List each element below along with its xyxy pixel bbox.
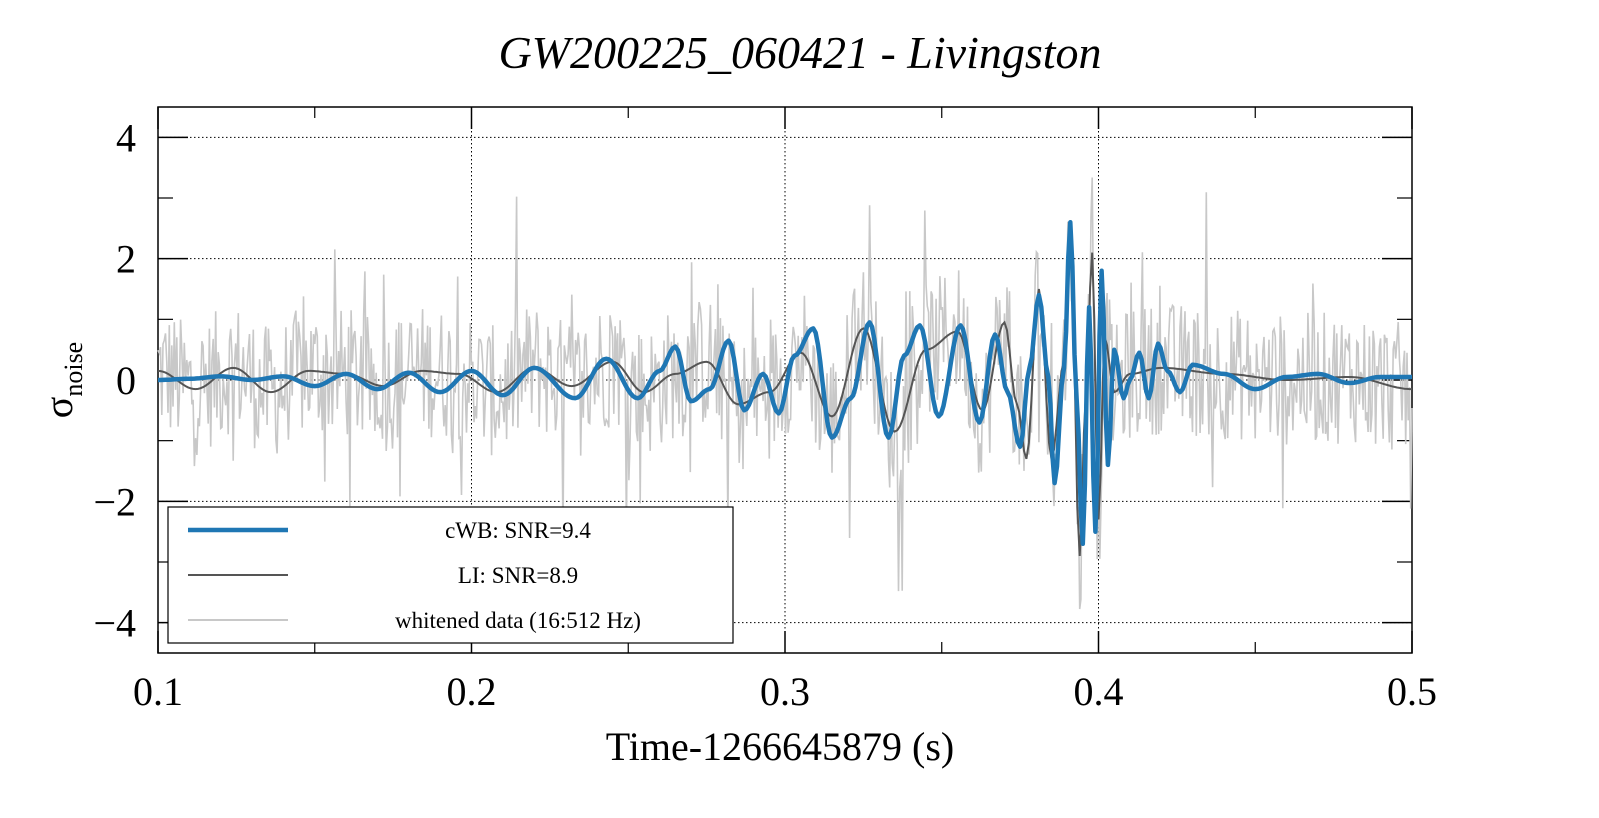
x-tick-label: 0.4	[1074, 669, 1124, 714]
legend-label-cwb: cWB: SNR=9.4	[445, 518, 591, 543]
x-tick-label: 0.3	[760, 669, 810, 714]
legend-label-li: LI: SNR=8.9	[458, 563, 578, 588]
legend: cWB: SNR=9.4 LI: SNR=8.9 whitened data (…	[167, 506, 734, 644]
y-tick-label: −2	[93, 479, 136, 524]
svg-text:σnoise: σnoise	[36, 342, 88, 418]
x-tick-label: 0.1	[133, 669, 183, 714]
plot-area	[157, 177, 1413, 610]
y-tick-labels: −4 −2 0 2 4	[93, 115, 136, 645]
y-tick-label: 0	[116, 358, 136, 403]
series-whitened-data-line	[157, 177, 1413, 610]
y-axis-label: σnoise	[36, 342, 88, 418]
x-tick-label: 0.5	[1387, 669, 1437, 714]
series-cwb-line	[158, 220, 1412, 547]
chart-title: GW200225_060421 - Livingston	[498, 27, 1101, 78]
y-tick-label: 2	[116, 237, 136, 282]
y-axis-label-symbol: σ	[36, 397, 81, 419]
legend-label-whitened: whitened data (16:512 Hz)	[395, 608, 641, 633]
y-tick-label: 4	[116, 115, 136, 160]
x-tick-labels: 0.1 0.2 0.3 0.4 0.5	[133, 669, 1437, 714]
y-tick-label: −4	[93, 601, 136, 646]
x-tick-label: 0.2	[447, 669, 497, 714]
x-axis-label: Time-1266645879 (s)	[606, 724, 955, 769]
y-axis-label-subscript: noise	[59, 342, 88, 397]
